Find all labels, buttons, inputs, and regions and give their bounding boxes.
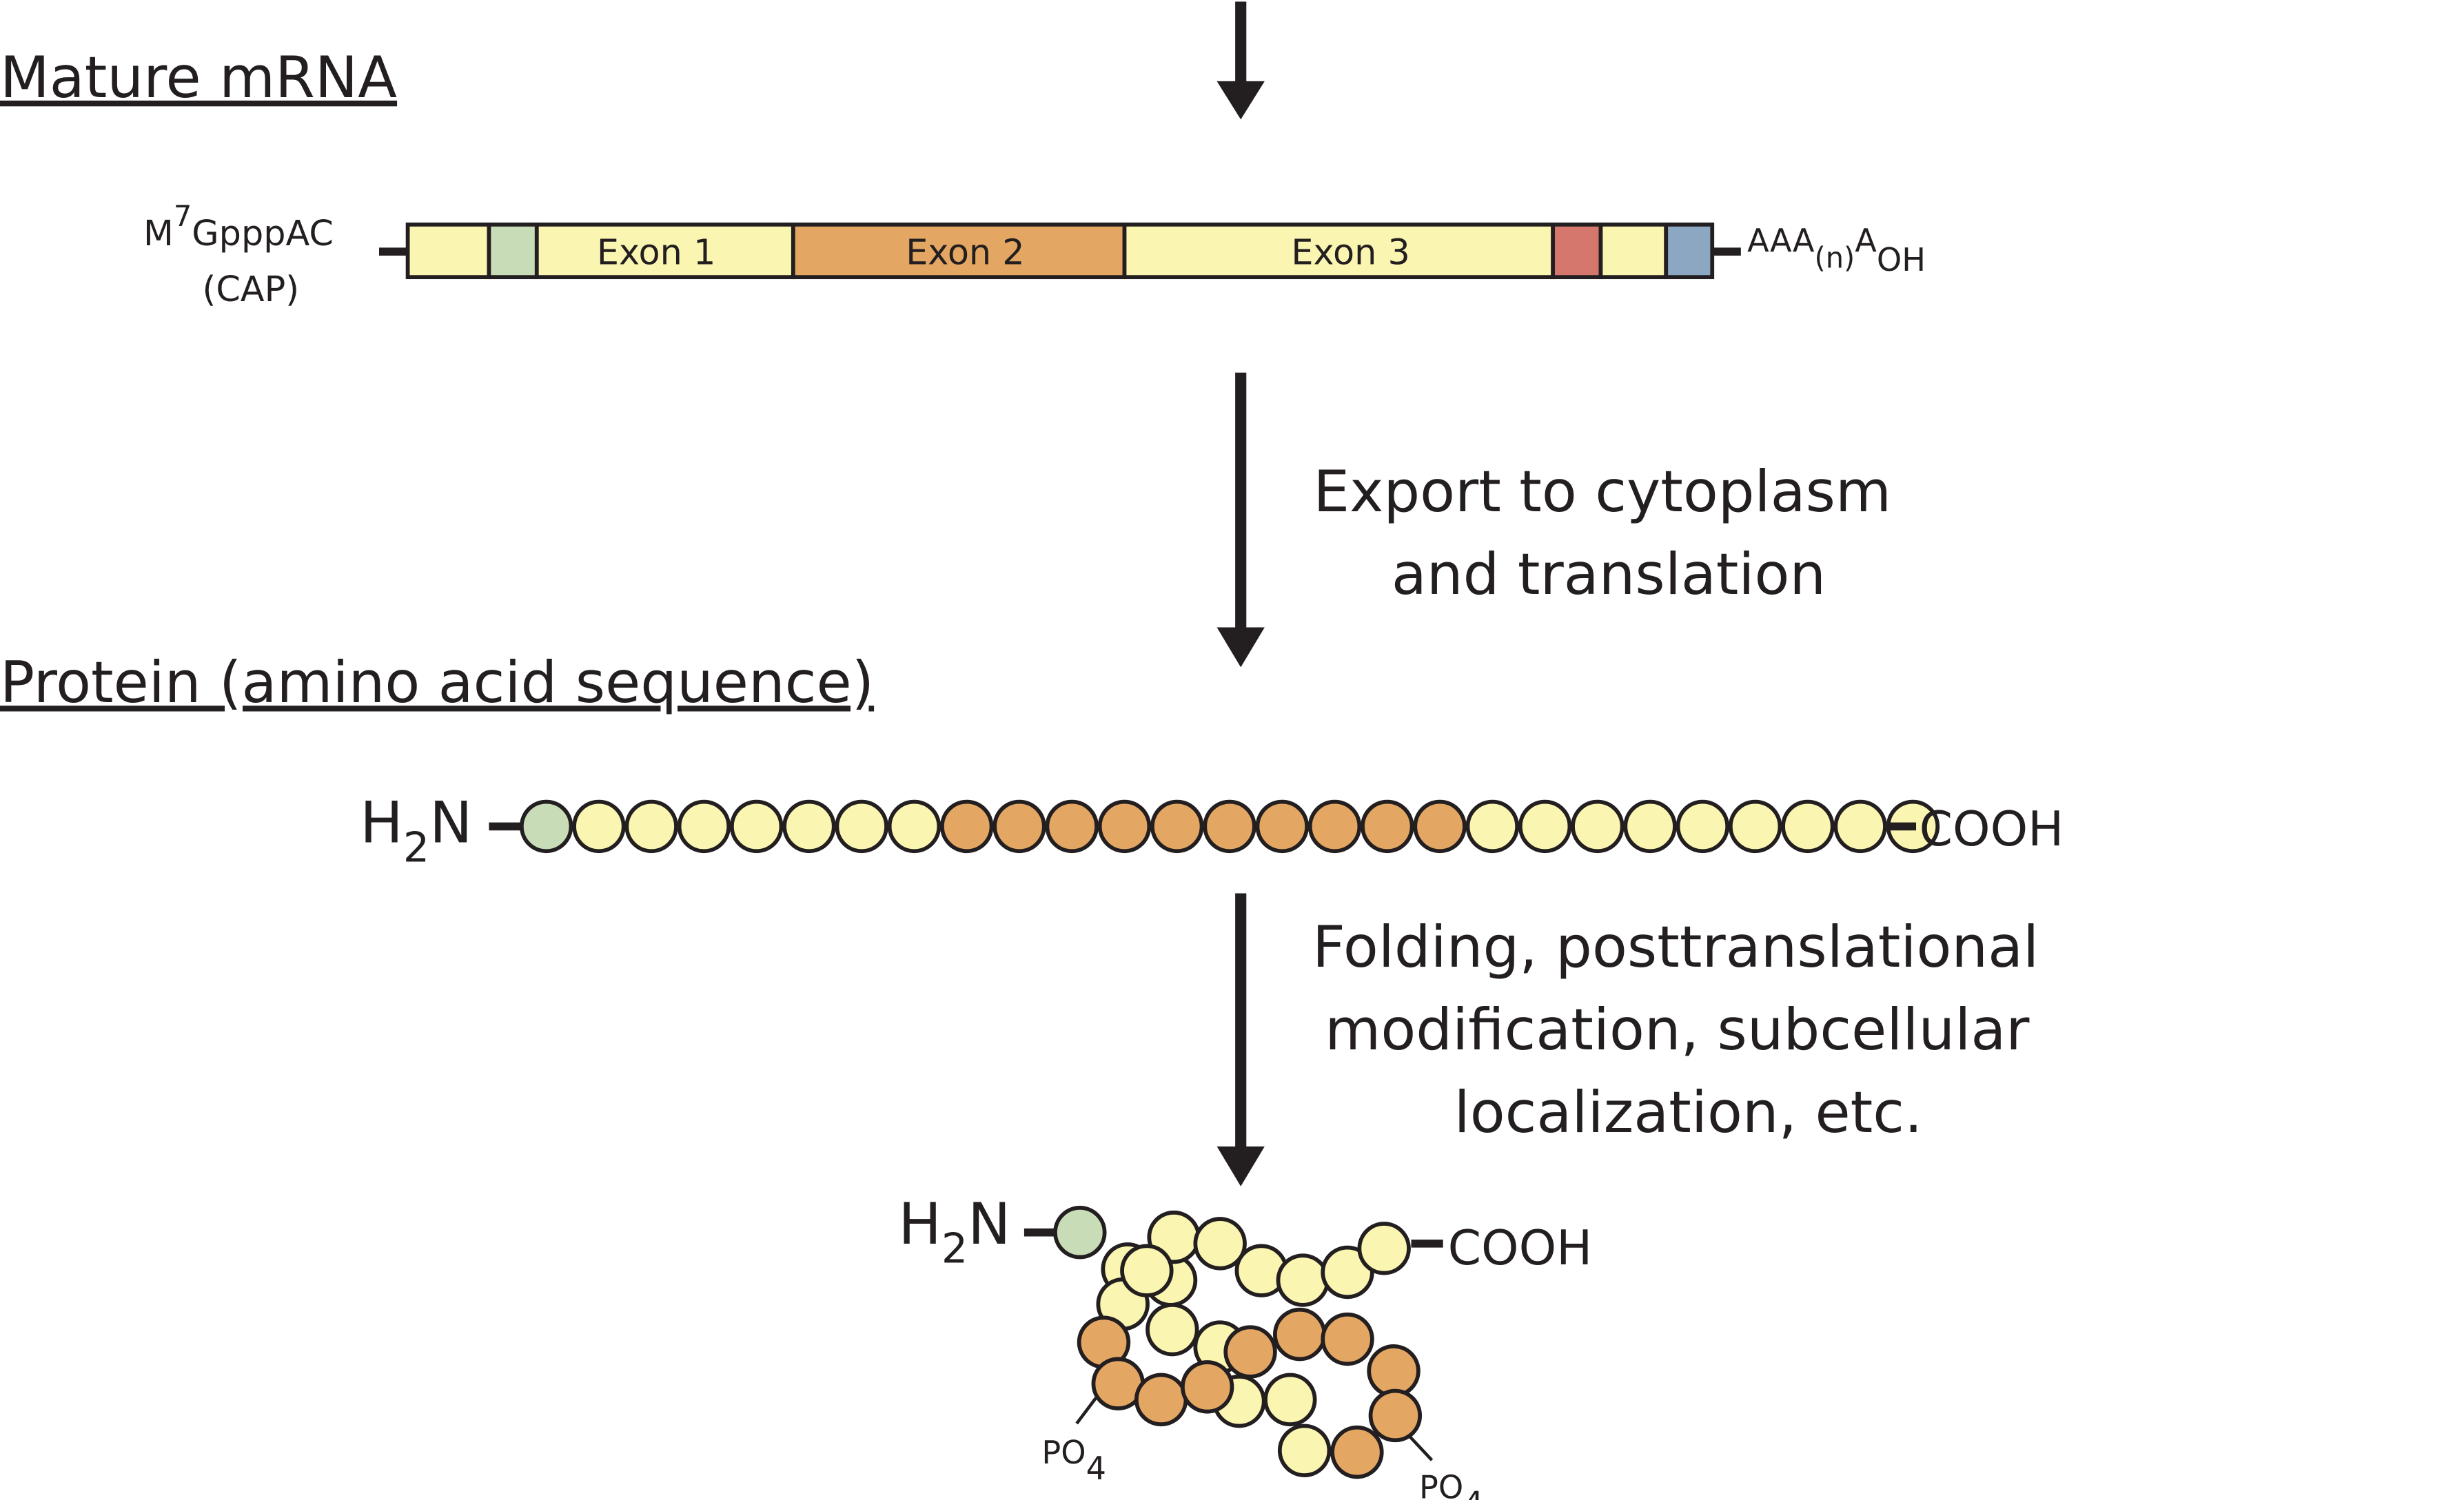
amino-acid-residue <box>1518 799 1572 854</box>
phosphate-left-label: PO4 <box>1041 1434 1106 1487</box>
phosphate-bond-left <box>1075 1397 1097 1425</box>
folded-amino-acid-residue <box>1263 1373 1317 1427</box>
amino-acid-residue <box>1307 799 1362 854</box>
polya-tail-label: AAA(n)AOH <box>1747 222 1926 278</box>
utr-5prime <box>405 223 491 280</box>
folded-amino-acid-residue <box>1321 1245 1374 1299</box>
amino-acid-residue <box>992 799 1046 854</box>
folded-amino-acid-residue <box>1223 1325 1277 1379</box>
folded-amino-acid-residue <box>1330 1425 1384 1479</box>
folded-amino-acid-residue <box>1053 1206 1107 1260</box>
amino-acid-residue <box>1045 799 1099 854</box>
exon-1-label: Exon 1 <box>597 232 715 273</box>
protein-heading: Protein (amino acid sequence) <box>0 649 874 716</box>
linear-polypeptide: H2N COOH <box>360 790 2064 872</box>
folded-amino-acid-residue <box>1120 1244 1174 1297</box>
amino-acid-residue <box>1571 799 1625 854</box>
cap-parenthetical: (CAP) <box>202 269 299 309</box>
amino-acid-residue <box>1676 799 1730 854</box>
phosphate-bond-right <box>1407 1433 1434 1461</box>
folded-amino-acid-residue <box>1134 1373 1188 1427</box>
folded-protein: H2N COOH PO4 PO4 <box>898 1191 1592 1500</box>
amino-acid-residue <box>677 799 731 854</box>
exon-2-label: Exon 2 <box>906 232 1024 273</box>
folded-amino-acid-residue <box>1146 1302 1199 1357</box>
c-terminus-label: COOH <box>1920 802 2064 857</box>
amino-acid-residue <box>624 799 678 854</box>
amino-acid-residue <box>729 799 784 854</box>
exon-3-label: Exon 3 <box>1291 232 1409 273</box>
stop-codon-region <box>1551 223 1603 280</box>
amino-acid-residue <box>835 799 888 854</box>
folded-amino-acid-residue <box>1367 1344 1421 1398</box>
amino-acid-residue <box>1623 799 1677 854</box>
mrna-molecule: M7GpppAC (CAP) Exon 1 Exon 2 Exon 3 AAA(… <box>143 199 1926 309</box>
arrow-export-translation <box>1216 372 1265 668</box>
amino-acid-residue <box>572 799 626 854</box>
folded-amino-acid-residue <box>1276 1253 1330 1307</box>
amino-acid-residue <box>887 799 941 854</box>
arrow-to-mature-mrna <box>1216 1 1265 120</box>
amino-acid-residue <box>1465 799 1520 854</box>
folded-amino-acid-residue <box>1277 1424 1332 1478</box>
folded-c-terminus-label: COOH <box>1448 1221 1593 1276</box>
export-caption-line1: Export to cytoplasm <box>1314 458 1891 525</box>
folded-residue-cluster <box>1053 1206 1423 1479</box>
folded-amino-acid-residue <box>1193 1217 1247 1271</box>
folding-caption-line1: Folding, posttranslational <box>1312 914 2039 980</box>
amino-acid-residue <box>1203 799 1256 854</box>
folded-amino-acid-residue <box>1321 1312 1374 1366</box>
folding-caption-line3: localization, etc. <box>1454 1079 1923 1146</box>
amino-acid-residue <box>1781 799 1835 854</box>
exon-3-block <box>1122 223 1556 280</box>
folded-amino-acid-residue <box>1357 1222 1411 1275</box>
cap-label: M7GpppAC <box>143 199 334 254</box>
amino-acid-residue <box>1097 799 1152 854</box>
utr-3prime <box>1598 223 1669 280</box>
folding-caption-line2: modification, subcellular <box>1325 996 2030 1063</box>
amino-acid-residue <box>782 799 836 854</box>
amino-acid-residue <box>1413 799 1467 854</box>
amino-acid-residue <box>940 799 994 854</box>
amino-acid-residue <box>1361 799 1414 854</box>
arrow-folding <box>1216 893 1265 1186</box>
phosphate-right-label: PO4 <box>1419 1469 1484 1500</box>
mature-mrna-heading: Mature mRNA <box>0 44 397 111</box>
folded-amino-acid-residue <box>1368 1388 1423 1443</box>
folded-amino-acid-residue <box>1273 1307 1327 1362</box>
n-terminus-label: H2N <box>360 790 472 872</box>
polyadenylation-signal <box>1664 223 1715 280</box>
folded-n-terminus-label: H2N <box>898 1191 1010 1273</box>
amino-acid-residue <box>519 799 573 854</box>
amino-acid-residue <box>1728 799 1782 854</box>
amino-acid-residue <box>1150 799 1204 854</box>
folded-amino-acid-residue <box>1180 1360 1234 1414</box>
amino-acid-residue <box>1833 799 1887 854</box>
amino-acid-chain <box>519 799 1940 854</box>
start-codon-region <box>487 223 539 280</box>
export-caption-line2: and translation <box>1392 541 1826 608</box>
amino-acid-residue <box>1255 799 1310 854</box>
